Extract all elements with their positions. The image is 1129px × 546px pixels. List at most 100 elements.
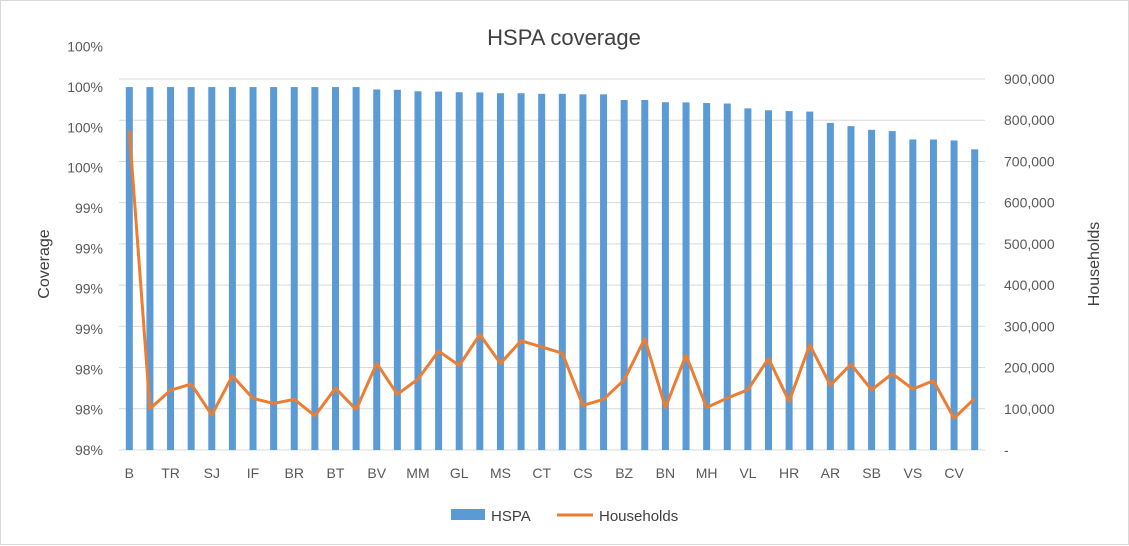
legend-label-households: Households [599,508,678,525]
hspa-bar [455,92,463,450]
legend-swatch-hspa [451,509,485,520]
hspa-bar [826,122,834,450]
hspa-bar [393,89,401,451]
hspa-bar [929,139,937,450]
y2-tick-label: - [1004,442,1009,458]
y-tick-label: 98% [75,402,103,418]
y-tick-label: 99% [75,321,103,337]
x-tick-label: CS [573,465,592,481]
x-tick-label: HR [779,465,799,481]
hspa-bar [332,87,339,450]
hspa-bar [146,87,154,450]
households-line [127,130,976,420]
hspa-bar [538,93,546,450]
hspa-bar [682,102,690,450]
hspa-bar [290,87,298,450]
hspa-bar [435,91,443,451]
hspa-bar [187,87,195,450]
x-tick-label: VL [739,465,756,481]
chart-title: HSPA coverage [487,25,641,50]
hspa-bar [414,91,422,451]
x-tick-label: VS [903,465,922,481]
x-tick-label: AR [821,465,840,481]
x-tick-label: GL [450,465,469,481]
x-tick-label: SB [862,465,881,481]
hspa-bar [785,111,793,451]
y2-tick-label: 400,000 [1004,277,1055,293]
hspa-bar [228,87,236,450]
y-axis-title: Coverage [36,229,53,298]
hspa-bar [909,139,917,450]
y-tick-label: 98% [75,442,103,458]
x-tick-label: TR [161,465,180,481]
hspa-bar [208,87,216,450]
y-tick-label: 100% [67,79,103,95]
left-axis-ticks: 98% 98% 98% 99% 99% 99% 99% 100% 100% 100% 100% [67,39,103,458]
y2-axis-title: Households [1086,222,1103,307]
y2-tick-label: 700,000 [1004,153,1055,169]
households-line-layer [127,130,976,420]
hspa-bar [868,129,876,451]
x-tick-label: BV [367,465,386,481]
hspa-bar [661,102,669,450]
hspa-bar [723,103,731,451]
legend: HSPA Households [451,508,678,525]
hspa-bar [249,87,257,450]
y-tick-label: 99% [75,240,103,256]
x-tick-label: MM [406,465,429,481]
hspa-bar [558,93,566,450]
x-tick-label: SJ [204,465,220,481]
hspa-bar [579,94,587,450]
x-tick-label: CV [944,465,964,481]
hspa-bar [641,99,649,450]
hspa-bar [806,111,814,450]
hspa-bar [311,87,319,450]
x-tick-label: BT [327,465,345,481]
hspa-bar [517,93,525,450]
hspa-bar [950,140,958,450]
legend-label-hspa: HSPA [491,508,531,525]
x-tick-label: IF [247,465,259,481]
y2-tick-label: 600,000 [1004,195,1055,211]
y-tick-label: 100% [67,119,103,135]
x-tick-label: B [125,465,134,481]
hspa-bar [765,110,772,451]
y2-tick-label: 100,000 [1004,401,1055,417]
hspa-bar [167,87,175,450]
x-tick-label: BZ [615,465,633,481]
right-axis-ticks: - 100,000 200,000 300,000 400,000 500,000 600,… [1004,71,1055,458]
hspa-bar [476,92,484,451]
hspa-bar [270,87,278,450]
hspa-bar [600,94,608,450]
x-axis-ticks: B TR SJ IF BR BT BV MM GL MS CT CS BZ BN MH VL HR AR SB VS C… [125,465,965,481]
hspa-bar [352,87,360,450]
y2-tick-label: 200,000 [1004,360,1055,376]
hspa-bar [125,87,133,450]
hspa-bar [373,89,381,451]
x-tick-label: MS [490,465,511,481]
hspa-bar [703,103,711,450]
x-tick-label: MH [696,465,718,481]
x-tick-label: BN [656,465,675,481]
x-tick-label: CT [532,465,551,481]
y-tick-label: 98% [75,361,103,377]
hspa-bar [496,93,504,450]
y-tick-label: 100% [67,39,103,55]
gridlines [119,78,985,451]
hspa-bar [888,131,896,450]
hspa-bar [971,149,979,451]
y2-tick-label: 800,000 [1004,112,1055,128]
y-tick-label: 99% [75,200,103,216]
y2-tick-label: 300,000 [1004,318,1055,334]
y-tick-label: 99% [75,281,103,297]
hspa-bar [847,126,855,451]
y2-tick-label: 500,000 [1004,236,1055,252]
y2-tick-label: 900,000 [1004,71,1055,87]
y-tick-label: 100% [67,160,103,176]
hspa-bar [620,99,628,450]
x-tick-label: BR [285,465,304,481]
hspa-bars [125,87,979,451]
hspa-bar [744,108,752,450]
